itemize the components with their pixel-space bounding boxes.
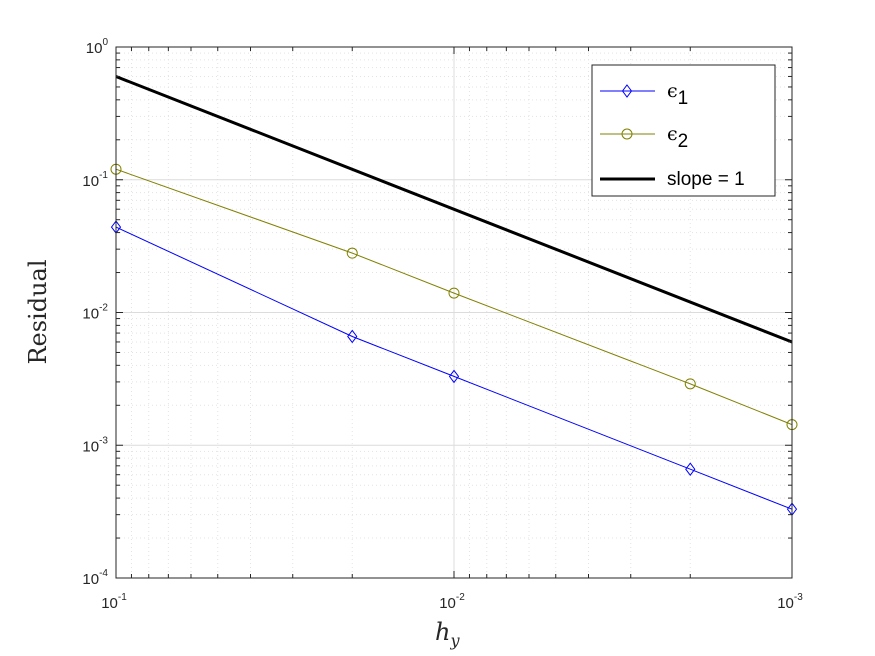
x-axis-title: hy xyxy=(435,618,460,650)
data-point-circle xyxy=(448,287,460,299)
y-tick-base: 10 xyxy=(82,438,99,455)
y-tick-exponent: 0 xyxy=(102,37,108,48)
minor-grid xyxy=(116,47,792,578)
data-point-circle xyxy=(684,378,696,390)
x-tick-labels: 10-1 10-2 10-3 xyxy=(101,592,803,612)
x-tick-exponent: -1 xyxy=(118,592,127,603)
legend-item-3: slope = 1 xyxy=(600,169,745,190)
series-line-2 xyxy=(115,168,793,426)
y-tick-base: 10 xyxy=(86,40,103,57)
legend-item-1: ϵ1 xyxy=(600,80,688,109)
legend-label: slope = 1 xyxy=(667,169,745,190)
y-tick-label: 10-3 xyxy=(82,435,108,455)
legend-box xyxy=(591,64,776,197)
x-tick-exponent: -3 xyxy=(794,592,803,603)
data-point-circle xyxy=(346,247,358,259)
x-tick-label: 10-1 xyxy=(101,592,127,612)
data-point-diamond xyxy=(347,329,358,344)
legend-item-2: ϵ2 xyxy=(600,123,688,152)
x-axis-title-sub: y xyxy=(449,631,460,650)
legend-label-subscript: 2 xyxy=(678,131,689,152)
legend-label-subscript: 1 xyxy=(678,88,689,109)
y-tick-label: 10-4 xyxy=(82,568,108,588)
y-tick-label: 10-1 xyxy=(82,170,108,190)
legend-label: ϵ2 xyxy=(667,123,688,152)
legend-label: ϵ1 xyxy=(667,80,688,109)
x-tick-label: 10-3 xyxy=(777,592,803,612)
series-line-1 xyxy=(115,226,793,510)
x-tick-base: 10 xyxy=(777,595,794,612)
x-tick-label: 10-2 xyxy=(439,592,465,612)
y-tick-base: 10 xyxy=(82,173,99,190)
y-axis-title: Residual xyxy=(24,259,52,364)
y-tick-base: 10 xyxy=(82,571,99,588)
x-axis-title-base: h xyxy=(435,618,450,646)
data-point-circle xyxy=(621,128,633,140)
series-layer xyxy=(110,75,798,517)
y-tick-exponent: -2 xyxy=(99,303,108,314)
y-tick-base: 10 xyxy=(82,306,99,323)
series-3 xyxy=(115,75,793,344)
y-tick-exponent: -3 xyxy=(99,435,108,446)
x-tick-exponent: -2 xyxy=(456,592,465,603)
series-line-3 xyxy=(115,75,793,344)
x-tick-base: 10 xyxy=(101,595,118,612)
legend-label-base: ϵ xyxy=(667,80,678,102)
y-tick-label: 100 xyxy=(86,37,109,57)
data-point-diamond xyxy=(685,462,696,477)
x-tick-base: 10 xyxy=(439,595,456,612)
data-point-diamond xyxy=(621,84,633,98)
tick-marks xyxy=(115,46,793,579)
y-tick-exponent: -4 xyxy=(99,568,108,579)
legend-label-base: ϵ xyxy=(667,123,678,145)
data-point-diamond xyxy=(448,369,460,384)
y-tick-label: 10-2 xyxy=(82,303,108,323)
y-tick-exponent: -1 xyxy=(99,170,108,181)
